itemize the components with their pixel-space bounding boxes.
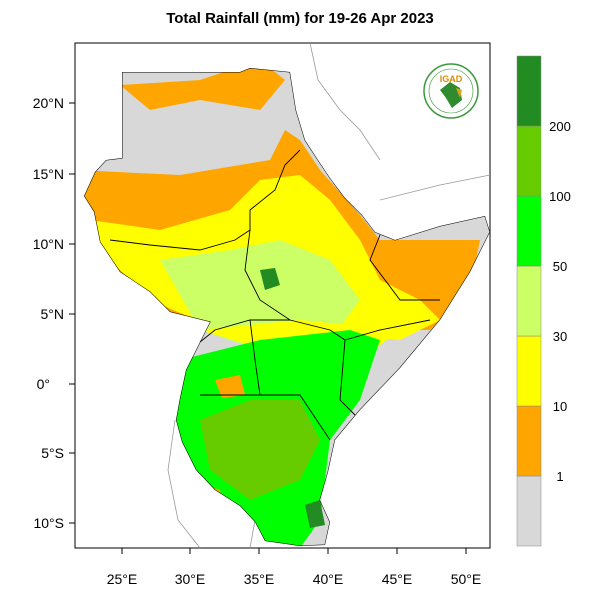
colorbar-swatch <box>516 55 542 127</box>
lon-tick-label: 40°E <box>313 571 344 587</box>
rain-class-1-10-lake <box>215 375 245 398</box>
lat-tick-label: 15°N <box>33 166 64 182</box>
neighbour-borders <box>167 42 491 549</box>
lon-tick-label: 45°E <box>382 571 413 587</box>
colorbar-label: 100 <box>549 189 571 204</box>
rain-class-100-200 <box>200 400 320 500</box>
lon-tick-label: 30°E <box>175 571 206 587</box>
lat-tick-label: 5°S <box>41 445 64 461</box>
colorbar: 1 10 30 50 100 200 <box>516 55 571 547</box>
colorbar-swatch <box>516 195 542 267</box>
colorbar-label: 200 <box>549 119 571 134</box>
colorbar-label: 1 <box>556 469 563 484</box>
igad-logo: IGAD <box>423 63 479 119</box>
colorbar-label: 50 <box>553 259 567 274</box>
map-title: Total Rainfall (mm) for 19-26 Apr 2023 <box>166 10 434 27</box>
colorbar-swatch <box>516 335 542 407</box>
lat-tick-label: 10°S <box>33 515 64 531</box>
colorbar-label: 30 <box>553 329 567 344</box>
rain-class-gt200-se <box>305 500 325 528</box>
lat-tick-label: 10°N <box>33 236 64 252</box>
colorbar-swatch <box>516 265 542 337</box>
lat-tick-label: 0° <box>37 376 50 392</box>
colorbar-swatch <box>516 405 542 477</box>
lat-axis: 20°N 15°N 10°N 5°N 0° 5°S 10°S <box>33 95 75 531</box>
colorbar-swatch <box>516 125 542 197</box>
rain-class-gt200 <box>260 268 280 290</box>
lon-axis: 25°E 30°E 35°E 40°E 45°E 50°E <box>107 548 482 587</box>
lon-tick-label: 50°E <box>451 571 482 587</box>
colorbar-swatch <box>516 475 542 547</box>
lat-tick-label: 20°N <box>33 95 64 111</box>
colorbar-label: 10 <box>553 399 567 414</box>
rain-class-1-10-north <box>120 68 285 110</box>
lon-tick-label: 35°E <box>244 571 275 587</box>
region-outline <box>84 68 490 546</box>
country-borders <box>109 149 440 441</box>
lat-tick-label: 5°N <box>41 306 65 322</box>
lon-tick-label: 25°E <box>107 571 138 587</box>
svg-text:IGAD: IGAD <box>440 74 463 84</box>
